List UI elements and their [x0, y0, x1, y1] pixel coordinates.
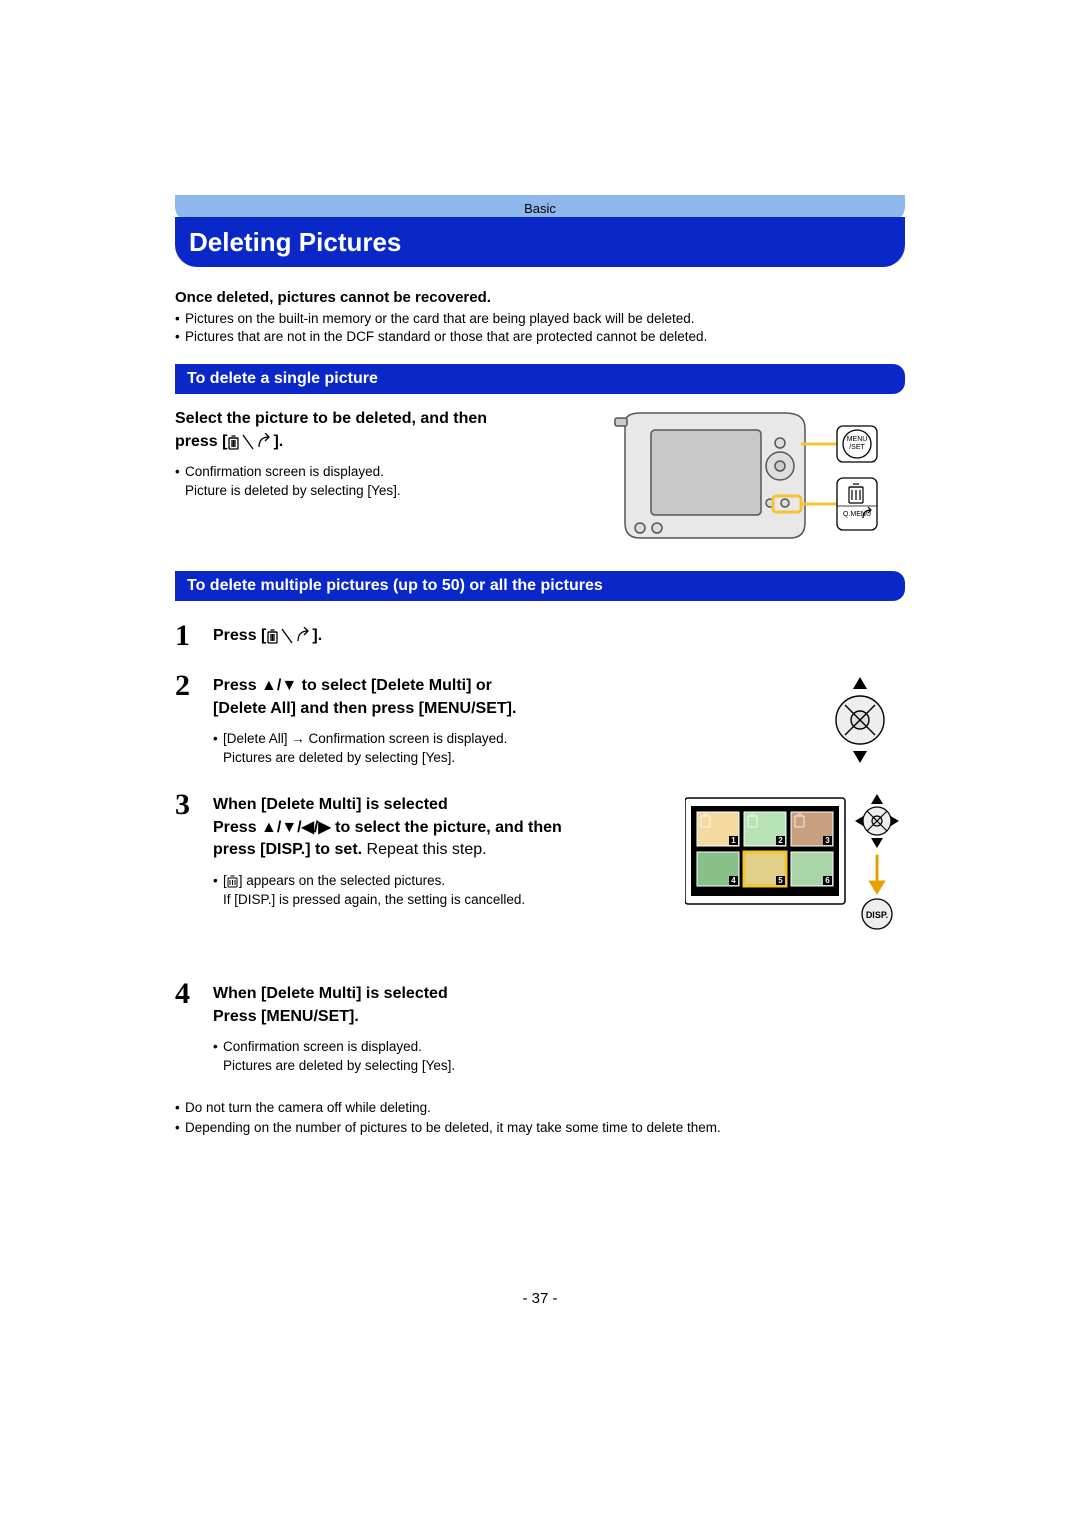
svg-text:5: 5 — [778, 876, 783, 885]
page-number: - 37 - — [175, 1290, 905, 1307]
step-4: 4 When [Delete Multi] is selected Press … — [175, 979, 905, 1076]
breadcrumb-label: Basic — [524, 201, 556, 216]
multi-select-illustration: DISP. — [685, 794, 905, 959]
svg-text:2: 2 — [778, 836, 783, 845]
s1-sub: •Confirmation screen is displayed.Pictur… — [175, 463, 593, 501]
menu-set-label: MENU — [847, 436, 868, 443]
step-number-2: 2 — [175, 671, 199, 770]
step-number-3: 3 — [175, 790, 199, 959]
all-directions-icon: ▲/▼/◀/▶ — [261, 819, 331, 836]
svg-text:6: 6 — [825, 876, 830, 885]
intro-bullets: •Pictures on the built-in memory or the … — [175, 310, 905, 346]
page-title: Deleting Pictures — [189, 227, 401, 258]
end-notes: •Do not turn the camera off while deleti… — [175, 1098, 905, 1139]
intro-bullet-2: Pictures that are not in the DCF standar… — [185, 328, 707, 346]
up-down-icon: ▲/▼ — [261, 677, 297, 694]
trash-small-icon — [227, 875, 239, 888]
step-3: 3 When [Delete Multi] is selected Press … — [175, 790, 905, 959]
trash-return-icon — [227, 433, 273, 451]
intro-bullet-1: Pictures on the built-in memory or the c… — [185, 310, 695, 328]
section2-header: To delete multiple pictures (up to 50) o… — [175, 571, 905, 601]
svg-text:3: 3 — [825, 836, 830, 845]
section1-header: To delete a single picture — [175, 364, 905, 394]
svg-text:/SET: /SET — [849, 444, 865, 451]
trash-return-icon — [266, 627, 312, 645]
warning-text: Once deleted, pictures cannot be recover… — [175, 289, 905, 306]
step-number-4: 4 — [175, 979, 199, 1076]
title-bar: Deleting Pictures — [175, 217, 905, 267]
step-1: 1 Press []. — [175, 621, 905, 651]
svg-text:4: 4 — [731, 876, 736, 885]
step-number-1: 1 — [175, 621, 199, 651]
svg-text:1: 1 — [731, 836, 736, 845]
disp-label: DISP. — [866, 910, 888, 920]
camera-illustration: MENU /SET Q.MENU — [605, 408, 905, 553]
arrow-right-icon: → — [291, 731, 305, 746]
step-2: 2 Press ▲/▼ to select [Delete Multi] or … — [175, 671, 905, 770]
dpad-updown-illustration — [815, 675, 905, 770]
qmenu-label: Q.MENU — [843, 511, 871, 518]
s1-instruction: Select the picture to be deleted, and th… — [175, 408, 593, 453]
